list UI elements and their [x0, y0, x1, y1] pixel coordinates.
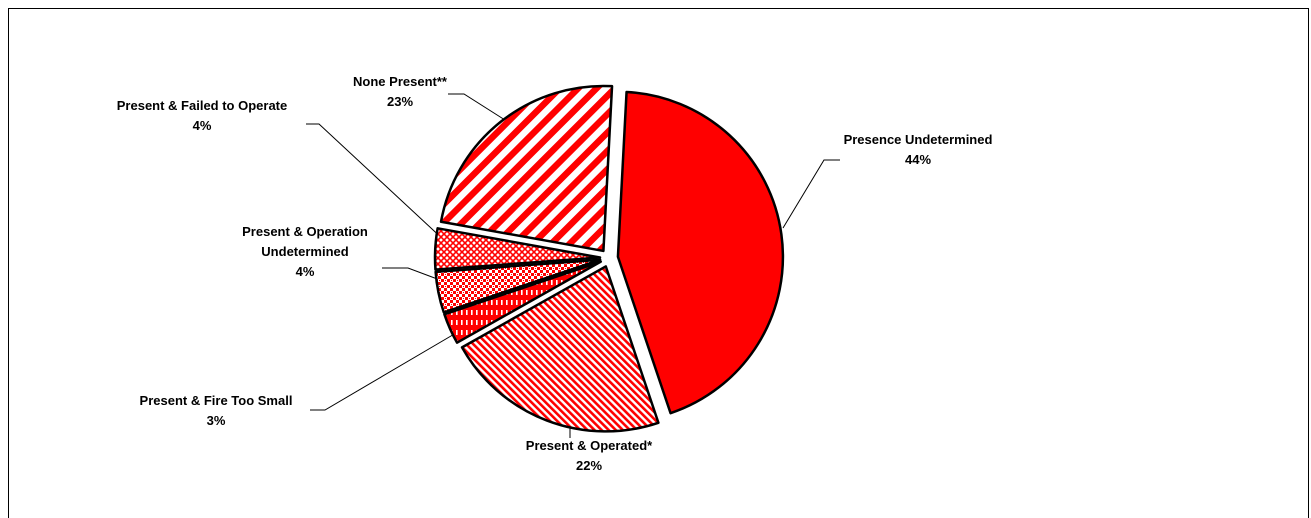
slice-value-label: 23% — [387, 94, 413, 109]
slice-label: None Present** 23% — [353, 74, 448, 109]
pie-slice — [439, 84, 614, 253]
leader-line — [448, 93, 506, 121]
slice-category-label: Present & Operation — [242, 224, 368, 239]
slice-value-label: 3% — [207, 413, 226, 428]
slice-label: Present & Operated* 22% — [526, 438, 653, 473]
slice-label: Presence Undetermined 44% — [844, 132, 993, 167]
slice-label: Present & Failed to Operate 4% — [117, 98, 288, 133]
slice-label: Present & Operation Undetermined 4% — [242, 224, 368, 279]
slice-category-label: Present & Fire Too Small — [140, 393, 293, 408]
leader-line — [782, 159, 840, 229]
slice-category-label: Undetermined — [261, 244, 348, 259]
slice-value-label: 4% — [193, 118, 212, 133]
slice-category-label: None Present** — [353, 74, 448, 89]
slice-value-label: 4% — [296, 264, 315, 279]
leader-line — [306, 123, 447, 243]
slice-value-label: 22% — [576, 458, 602, 473]
pie-slice — [433, 227, 602, 271]
slice-value-label: 44% — [905, 152, 931, 167]
pie-slice — [616, 90, 785, 415]
slice-category-label: Presence Undetermined — [844, 132, 993, 147]
leader-line — [382, 267, 449, 284]
slice-label: Present & Fire Too Small 3% — [140, 393, 293, 428]
slice-category-label: Present & Operated* — [526, 438, 653, 453]
pie-slice — [460, 265, 660, 433]
leader-line — [310, 325, 469, 411]
pie-slice — [443, 260, 603, 344]
slice-category-label: Present & Failed to Operate — [117, 98, 288, 113]
pie-slice — [434, 258, 602, 314]
